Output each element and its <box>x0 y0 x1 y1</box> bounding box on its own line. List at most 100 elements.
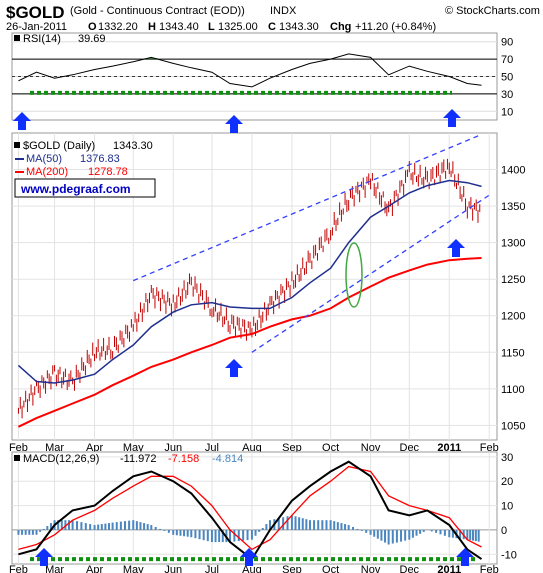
macd-tick-label: 30 <box>501 452 513 464</box>
macd-histogram-bar <box>150 525 153 530</box>
quote-high-key: H <box>148 21 156 33</box>
url-link[interactable]: www.pdegraaf.com <box>20 182 131 196</box>
macd-histogram-bar <box>108 523 110 530</box>
quote-line: 26-Jan-2011 O 1332.20 H 1343.40 L 1325.0… <box>6 21 436 33</box>
price-legend-label: $GOLD (Daily) <box>23 140 95 152</box>
macd-histogram-bar <box>250 529 253 540</box>
macd-legend-value-signal: -7.158 <box>168 453 199 465</box>
macd-histogram-bar <box>336 522 339 530</box>
macd-histogram-bar <box>190 529 193 538</box>
price-legend-swatch <box>14 142 20 148</box>
quote-high-value: 1343.40 <box>159 21 199 33</box>
macd-histogram-bar <box>384 529 387 543</box>
price-panel: 1050 1100 1150 1200 1250 1300 1350 1400 Feb Mar A… <box>9 132 525 454</box>
price-bars <box>17 158 481 419</box>
macd-histogram-bar <box>474 529 477 542</box>
macd-histogram-bar <box>422 529 425 532</box>
macd-histogram-bar <box>391 529 394 544</box>
price-xtick-label: Mar <box>45 442 64 454</box>
price-tick-label: 1150 <box>501 347 525 359</box>
macd-histogram-bar <box>376 529 379 539</box>
macd-histogram-bar <box>80 522 83 530</box>
macd-histogram-bar <box>49 523 52 530</box>
macd-histogram-bar <box>347 525 350 530</box>
quote-close-value: 1343.30 <box>279 21 319 33</box>
macd-histogram-bar <box>111 522 114 530</box>
macd-histogram-bar <box>313 520 316 530</box>
price-tick-label: 1400 <box>501 165 525 177</box>
price-xtick-label: Nov <box>361 442 381 454</box>
macd-histogram-bar <box>154 526 157 530</box>
url-box[interactable] <box>14 178 156 198</box>
macd-histogram-bar <box>466 529 469 540</box>
macd-xtick-label: Mar <box>45 564 64 573</box>
macd-histogram-bar <box>400 529 403 542</box>
macd-histogram-bar <box>365 529 368 533</box>
macd-histogram-bar <box>24 529 27 535</box>
macd-signal-line <box>18 465 482 551</box>
macd-histogram-bar <box>459 529 462 539</box>
macd-tick-label: -10 <box>501 549 517 561</box>
macd-histogram-bar <box>163 529 166 531</box>
macd-histogram-bar <box>258 529 261 532</box>
macd-histogram-bar <box>31 529 34 535</box>
price-tick-label: 1300 <box>501 238 525 250</box>
macd-tick-label: 10 <box>501 501 513 513</box>
macd-tick-label: 0 <box>501 525 507 537</box>
macd-histogram-bar <box>100 524 103 530</box>
macd-histogram-bar <box>139 522 142 530</box>
macd-xtick-label: Feb <box>480 564 499 573</box>
support-arrows <box>13 109 474 566</box>
macd-histogram-bar <box>356 528 359 530</box>
ma200-legend-value: 1278.78 <box>88 166 128 178</box>
macd-xtick-label: Jul <box>205 564 219 573</box>
symbol-title: $GOLD <box>6 3 65 22</box>
price-tick-label: 1250 <box>501 274 525 286</box>
macd-histogram-bar <box>435 529 438 533</box>
rsi-tick-label: 50 <box>501 72 513 84</box>
macd-histogram-bar <box>35 529 38 535</box>
price-xtick-label: Feb <box>9 442 28 454</box>
macd-histogram-bar <box>472 529 475 541</box>
macd-histogram-bar <box>395 529 398 543</box>
macd-histogram-bar <box>387 529 390 545</box>
macd-histogram-bar <box>179 529 182 536</box>
price-xtick-label: Jul <box>205 442 219 454</box>
macd-histogram-bar <box>132 520 135 530</box>
macd-histogram-bar <box>404 529 407 541</box>
rsi-legend-value: 39.69 <box>78 33 106 45</box>
macd-histogram-bar <box>123 521 126 530</box>
macd-histogram-bar <box>89 524 92 530</box>
macd-histogram-bar <box>308 520 311 530</box>
macd-legend-swatch <box>14 455 20 461</box>
macd-legend-value-histogram: -4.814 <box>212 453 243 465</box>
macd-histogram-bar <box>42 528 45 530</box>
macd-histogram-bar <box>321 520 324 530</box>
price-xtick-label: Aug <box>242 442 262 454</box>
macd-histogram-bar <box>167 529 170 533</box>
macd-xtick-label: Jun <box>164 564 182 573</box>
macd-histogram-bar <box>268 520 271 530</box>
price-xtick-label: Dec <box>400 442 420 454</box>
macd-histogram-bar <box>290 515 293 530</box>
macd-histogram-bar <box>451 529 454 538</box>
macd-tick-label: 20 <box>501 476 513 488</box>
price-tick-label: 1350 <box>501 201 525 213</box>
quote-low-key: L <box>208 21 215 33</box>
macd-histogram-bar <box>329 520 332 530</box>
macd-histogram-bar <box>115 522 118 530</box>
macd-histogram-bar <box>46 526 49 530</box>
macd-histogram-bar <box>282 517 285 530</box>
macd-histogram-bar <box>172 529 175 535</box>
macd-histogram-bar <box>277 518 280 530</box>
macd-histogram-bar <box>175 529 178 536</box>
macd-histogram-bar <box>246 529 249 541</box>
price-xtick-label: Sep <box>282 442 302 454</box>
macd-histogram-bar <box>430 529 433 532</box>
up-arrow-icon <box>35 548 53 566</box>
macd-histogram-bar <box>57 520 60 530</box>
lower-channel-line <box>251 194 490 353</box>
macd-histogram-bar <box>294 516 297 530</box>
macd-histogram-bar <box>411 529 414 538</box>
macd-histogram-bar <box>477 529 480 542</box>
